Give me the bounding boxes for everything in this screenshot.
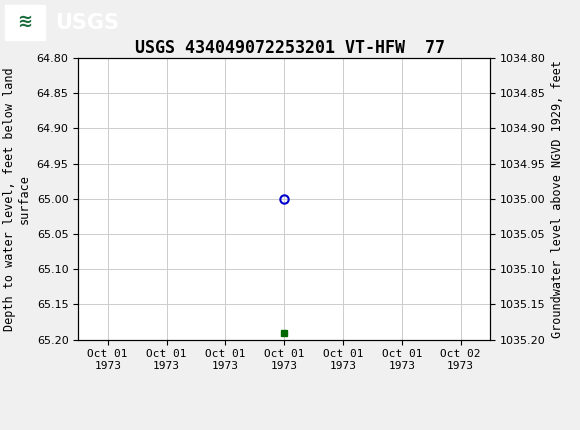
Y-axis label: Depth to water level, feet below land
surface: Depth to water level, feet below land su…: [3, 67, 31, 331]
Text: ≋: ≋: [17, 12, 32, 31]
Bar: [5, 6, 45, 40]
Text: USGS: USGS: [55, 12, 119, 33]
Y-axis label: Groundwater level above NGVD 1929, feet: Groundwater level above NGVD 1929, feet: [551, 60, 564, 338]
Text: USGS 434049072253201 VT-HFW  77: USGS 434049072253201 VT-HFW 77: [135, 39, 445, 57]
